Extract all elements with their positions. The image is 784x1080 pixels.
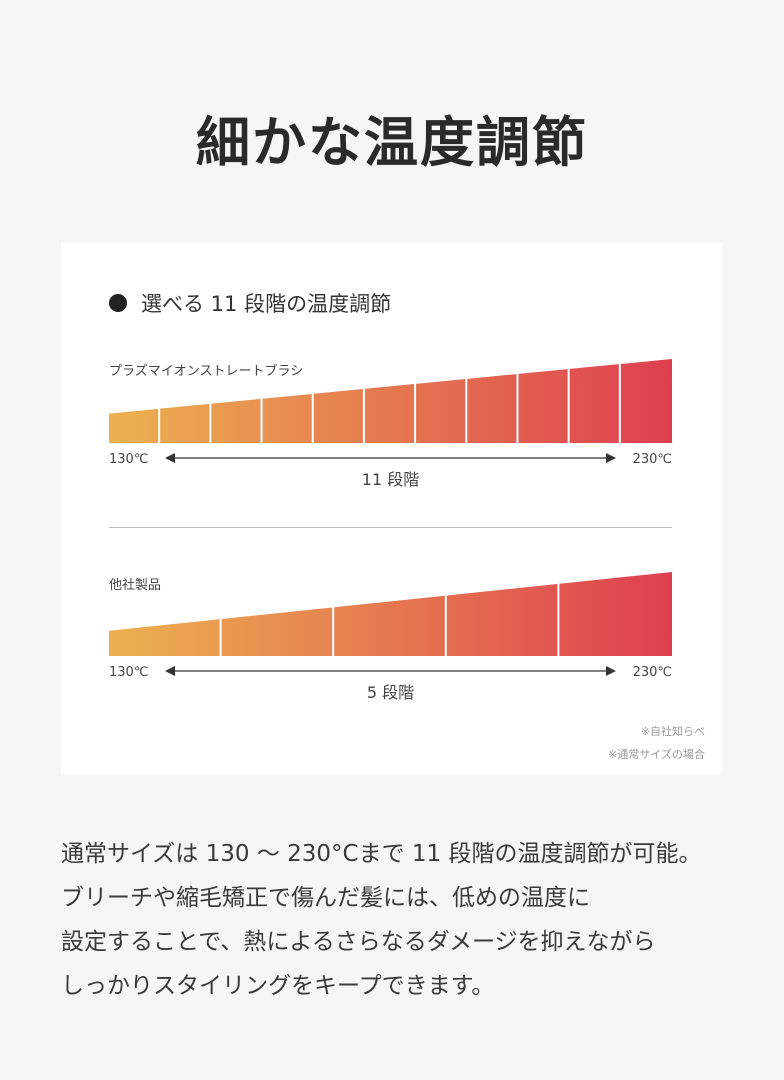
description-line: 設定することで、熱によるさらなるダメージを抑えながら [61,929,656,955]
min-temp-label: 130℃ [109,665,148,680]
steps-count-label: 11 段階 [362,470,419,489]
description-line: しっかりスタイリングをキープできます。 [61,973,495,999]
temperature-step-bar [620,359,672,443]
product-label-other: 他社製品 [109,578,162,593]
temperature-step-bar [160,403,210,443]
temperature-step-bar [109,619,220,656]
product-label-own: プラズマイオンストレートブラシ [109,364,304,379]
temperature-step-bar [334,595,445,656]
temperature-step-bar [467,374,517,443]
max-temp-label: 230℃ [633,665,672,680]
card-heading-text: 選べる 11 段階の温度調節 [141,292,392,316]
temperature-step-bar [518,369,568,443]
description: 通常サイズは 130 ～ 230°Cまで 11 段階の温度調節が可能。 ブリーチ… [61,832,761,1008]
steps-count-label: 5 段階 [367,683,414,702]
temperature-step-bar [569,364,619,443]
page-title: 細かな温度調節 [196,111,588,174]
temperature-step-bar [446,583,558,656]
arrow-right-icon [606,666,616,676]
temperature-card: 選べる 11 段階の温度調節 プラズマイオンストレートブラシ 130℃ 230℃ 1… [61,243,722,775]
temperature-step-bar [221,607,333,656]
arrow-right-icon [606,453,616,463]
temperature-step-bar [416,379,466,443]
note-survey: ※自社知らべ [640,725,705,738]
temperature-step-bar [211,398,261,443]
card-heading: 選べる 11 段階の温度調節 [109,288,391,318]
min-temp-label: 130℃ [109,452,148,467]
temperature-chart-own: 130℃ 230℃ 11 段階 [109,359,672,489]
bullet-icon [109,294,127,312]
arrow-left-icon [165,453,175,463]
description-line: ブリーチや縮毛矯正で傷んだ髪には、低めの温度に [61,885,590,911]
temperature-step-bar [364,384,415,443]
description-line: 通常サイズは 130 ～ 230°Cまで 11 段階の温度調節が可能。 [61,841,702,867]
divider [109,527,672,528]
note-size: ※通常サイズの場合 [608,748,705,761]
max-temp-label: 230℃ [633,452,672,467]
temperature-step-bar [559,572,672,656]
temperature-chart-other: 130℃ 230℃ 5 段階 [109,572,672,702]
arrow-left-icon [165,666,175,676]
temperature-step-bar [262,393,312,443]
temperature-step-bar [109,408,159,443]
temperature-step-bar [313,388,363,443]
